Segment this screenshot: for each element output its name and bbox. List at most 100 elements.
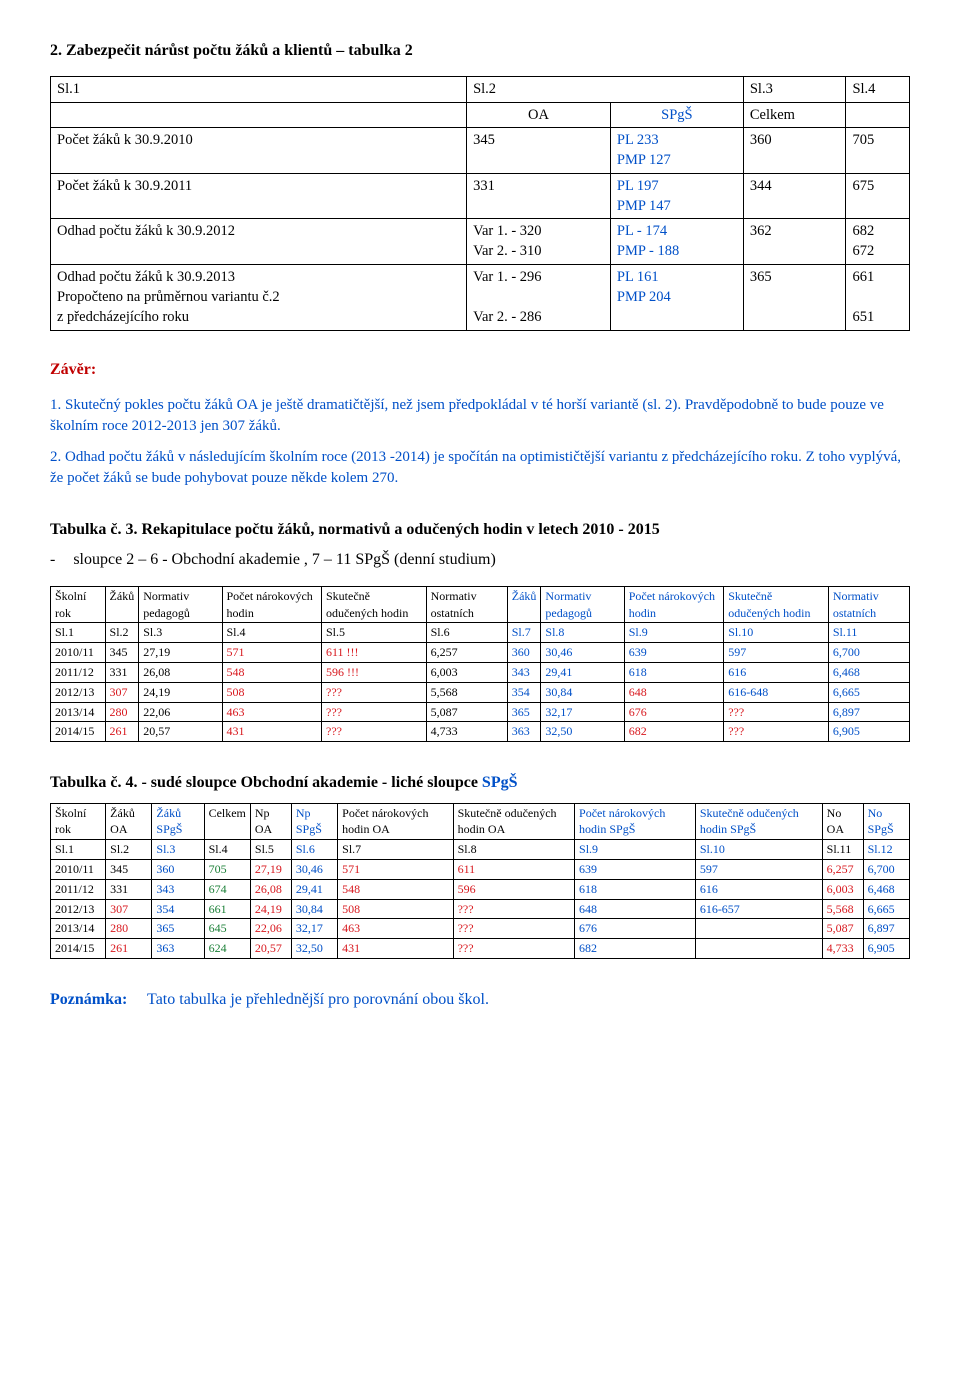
table-2: Sl.1 Sl.2 Sl.3 Sl.4 OA SPgŠ Celkem Počet… [50,76,910,330]
t2-r2-c2: 331 [467,173,611,219]
t3-cell: 4,733 [426,722,507,742]
t3-sl-9: Sl.10 [724,623,829,643]
t3-cell: 6,700 [828,643,909,663]
t3-sl-10: Sl.11 [828,623,909,643]
t4-cell: 30,84 [291,899,337,919]
conclusion-title: Závěr: [50,359,910,381]
t3-sl-8: Sl.9 [624,623,724,643]
t4-sl-5: Sl.6 [291,840,337,860]
t4-cell: 343 [152,879,204,899]
t2-r3-c2a: Var 1. - 320 [473,221,604,241]
t4-col-0: Školní rok [51,803,106,840]
t4-cell: 616-657 [695,899,822,919]
t3-sl-0: Sl.1 [51,623,106,643]
t3-cell: 26,08 [139,663,222,683]
t4-cell: 24,19 [250,899,291,919]
t4-cell: 6,700 [863,859,909,879]
t4-cell: ??? [453,899,574,919]
t4-cell: 354 [152,899,204,919]
t3-cell: 639 [624,643,724,663]
t4-col-2: Žáků SPgŠ [152,803,204,840]
t2-h2: Sl.2 [467,77,744,102]
t3-cell: ??? [322,722,427,742]
t4-cell: 5,568 [822,899,863,919]
t3-cell: 5,568 [426,682,507,702]
t3-col-1: Žáků [105,586,139,623]
t3-cell: 354 [507,682,541,702]
t4-cell: 616 [695,879,822,899]
table-3: Školní rokŽákůNormativ pedagogůPočet nár… [50,586,910,742]
t2-h3: Sl.3 [743,77,846,102]
t2-h1: Sl.1 [51,77,467,102]
t4-cell: 624 [204,939,250,959]
t4-cell: 596 [453,879,574,899]
t3-cell: 32,17 [541,702,624,722]
t4-cell: 363 [152,939,204,959]
t2-r3-c2b: Var 2. - 310 [473,241,604,261]
t2-r4-c3a: PL 161 [617,267,737,287]
t4-sl-11: Sl.12 [863,840,909,860]
t3-cell: 2011/12 [51,663,106,683]
conclusion-p1: 1. Skutečný pokles počtu žáků OA je ješt… [50,395,910,437]
t4-cell: 6,003 [822,879,863,899]
t3-cell: 2010/11 [51,643,106,663]
t3-cell: 2012/13 [51,682,106,702]
t2-sub2: OA [467,102,611,127]
t3-cell: 6,257 [426,643,507,663]
t4-cell: 508 [338,899,453,919]
t4-cell: 261 [106,939,152,959]
t2-r4-l3: z předcházejícího roku [57,307,460,327]
t3-cell: 331 [105,663,139,683]
t3-cell: 431 [222,722,322,742]
t4-sl-6: Sl.7 [338,840,453,860]
t4-cell: ??? [453,919,574,939]
t3-cell: 463 [222,702,322,722]
t4-cell: 548 [338,879,453,899]
t4-sl-9: Sl.10 [695,840,822,860]
t4-cell: 648 [575,899,696,919]
tab3-dash: - [50,551,55,568]
t4-col-9: Skutečně odučených hodin SPgŠ [695,803,822,840]
t2-r3-c2: Var 1. - 320 Var 2. - 310 [467,219,611,265]
t2-r4-c2c: Var 2. - 286 [473,307,604,327]
t2-r2-c3b: PMP 147 [617,196,737,216]
t2-r3-c5: 682 672 [846,219,910,265]
t3-col-3: Počet nárokových hodin [222,586,322,623]
t4-cell: ??? [453,939,574,959]
t2-r4-c5a: 661 [852,267,903,287]
t2-r1-label: Počet žáků k 30.9.2010 [51,127,467,173]
note: Poznámka: Tato tabulka je přehlednější p… [50,989,910,1011]
t2-r1-c3b: PMP 127 [617,150,737,170]
t3-cell: 343 [507,663,541,683]
t3-cell: 682 [624,722,724,742]
t4-cell: 345 [106,859,152,879]
t3-cell: 618 [624,663,724,683]
t4-cell: 6,897 [863,919,909,939]
t2-r4-c4: 365 [743,264,846,330]
t3-cell: 616-648 [724,682,829,702]
t3-cell: 648 [624,682,724,702]
t4-cell: 280 [106,919,152,939]
t3-cell: 307 [105,682,139,702]
t2-r4-c5c: 651 [852,307,903,327]
t3-col-9: Skutečně odučených hodin [724,586,829,623]
conclusion-p2: 2. Odhad počtu žáků v následujícím školn… [50,447,910,489]
t3-col-0: Školní rok [51,586,106,623]
t4-col-3: Celkem [204,803,250,840]
t4-cell: 360 [152,859,204,879]
t4-cell: 676 [575,919,696,939]
t4-cell: 597 [695,859,822,879]
t4-cell: 6,665 [863,899,909,919]
t2-sub3: SPgŠ [610,102,743,127]
t3-cell: 5,087 [426,702,507,722]
t4-col-11: No SPgŠ [863,803,909,840]
t3-cell: 32,50 [541,722,624,742]
t3-col-8: Počet nárokových hodin [624,586,724,623]
t3-cell: 596 !!! [322,663,427,683]
t4-sl-3: Sl.4 [204,840,250,860]
t2-r3-c5a: 682 [852,221,903,241]
t4-cell: 331 [106,879,152,899]
t3-sl-2: Sl.3 [139,623,222,643]
t4-cell: 2010/11 [51,859,106,879]
t2-r4-c3b: PMP 204 [617,287,737,307]
